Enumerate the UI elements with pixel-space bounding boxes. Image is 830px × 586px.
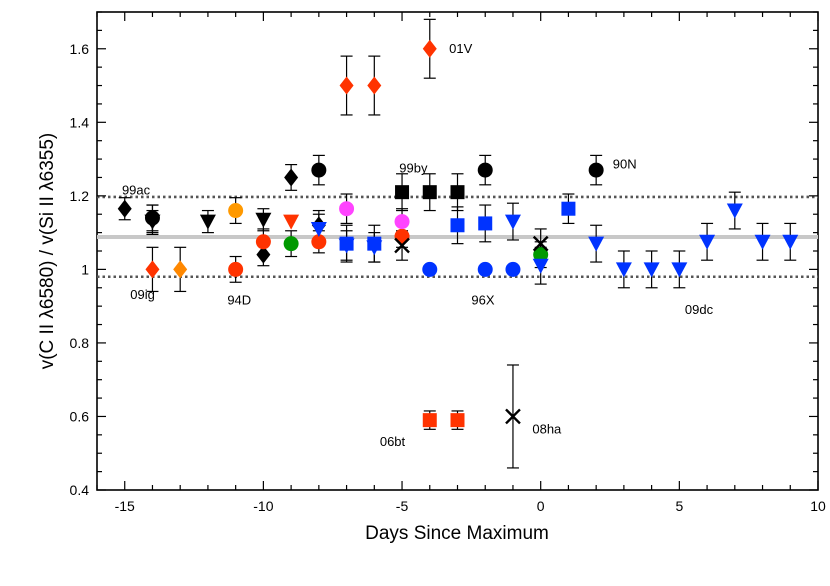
data-point-09dc <box>699 234 716 250</box>
annotation-label: 96X <box>471 293 494 308</box>
y-tick-label: 0.4 <box>70 482 90 498</box>
y-tick-label: 1.2 <box>70 188 90 204</box>
annotations: 01V 99by 90N 99ac 09ig 94D 96X 09dc 06bt 08ha <box>122 41 714 449</box>
data-point-09dc <box>588 236 605 252</box>
data-point-blue-squares <box>561 201 576 216</box>
annotation-label: 06bt <box>380 434 406 449</box>
data-point-99ac <box>284 168 299 187</box>
annotation-label: 08ha <box>532 421 562 436</box>
annotation-label: 90N <box>613 157 637 172</box>
data-point-blue-squares <box>339 236 354 251</box>
x-tick-label: -15 <box>115 498 135 514</box>
data-point-09dc <box>504 214 521 230</box>
data-point-96X <box>477 261 493 277</box>
data-point-09dc <box>754 234 771 250</box>
x-tick-label: -10 <box>253 498 273 514</box>
y-tick-label: 1 <box>81 261 89 277</box>
data-point-blue-squares <box>478 216 493 231</box>
data-point-blue-squares <box>450 218 465 233</box>
data-point-black-circles <box>477 162 493 178</box>
data-point-magenta-circles <box>339 201 355 217</box>
data-point-01V <box>339 76 354 95</box>
data-point-99ac <box>117 199 132 218</box>
x-axis: -15 -10 -5 0 5 10 <box>96 12 826 514</box>
annotation-label: 94D <box>227 293 251 308</box>
annotation-label: 99by <box>399 160 428 175</box>
data-point-94D <box>311 234 327 250</box>
y-tick-label: 1.6 <box>70 41 90 57</box>
data-point-green-circles <box>283 236 299 252</box>
x-tick-label: 5 <box>675 498 683 514</box>
x-tick-label: -5 <box>396 498 409 514</box>
data-point-09dc <box>310 221 327 237</box>
x-axis-title: Days Since Maximum <box>365 523 549 544</box>
data-point-09dc <box>532 258 549 274</box>
annotation-label: 09dc <box>685 302 714 317</box>
data-point-black-triangles <box>144 214 161 230</box>
data-point-01V <box>367 76 382 95</box>
data-point-orange-circle <box>228 203 244 219</box>
annotation-label: 09ig <box>130 287 155 302</box>
plot-frame <box>96 11 819 491</box>
y-axis: 0.4 0.6 0.8 1 1.2 1.4 1.6 <box>70 11 818 498</box>
y-axis-title: v(C II λ6580) / v(Si II λ6355) <box>37 133 58 370</box>
data-point-08ha <box>394 237 410 254</box>
data-markers <box>117 39 799 428</box>
data-point-09ig-b <box>173 260 188 279</box>
data-point-09dc <box>726 203 743 219</box>
data-point-94D <box>228 261 244 277</box>
data-point-green-circles <box>533 247 549 263</box>
plot-background <box>96 11 819 491</box>
data-point-99by <box>450 185 465 200</box>
data-point-96X <box>422 261 438 277</box>
x-tick-label: 10 <box>810 498 826 514</box>
y-tick-label: 0.8 <box>70 335 90 351</box>
data-point-94D <box>255 234 271 250</box>
data-point-09dc <box>671 262 688 278</box>
data-point-96X <box>505 261 521 277</box>
data-point-08ha <box>505 408 521 425</box>
annotation-label: 99ac <box>122 182 151 197</box>
data-point-09dc <box>615 262 632 278</box>
data-point-99ac <box>256 245 271 264</box>
y-tick-label: 1.4 <box>70 114 90 130</box>
data-point-black-circles <box>311 162 327 178</box>
data-point-09dc <box>782 234 799 250</box>
data-point-09ig <box>145 260 160 279</box>
data-point-01V <box>422 39 437 58</box>
data-point-blue-squares <box>367 236 382 251</box>
annotation-label: 01V <box>449 41 472 56</box>
data-point-09dc <box>643 262 660 278</box>
y-tick-label: 0.6 <box>70 408 90 424</box>
data-point-red-triangle <box>283 214 300 230</box>
data-point-black-circles <box>588 162 604 178</box>
data-point-06bt <box>422 413 437 428</box>
x-tick-label: 0 <box>537 498 545 514</box>
data-point-06bt <box>450 413 465 428</box>
data-point-99by <box>395 185 410 200</box>
data-point-black-triangles <box>199 214 216 230</box>
data-point-magenta-circles <box>394 214 410 230</box>
data-point-black-triangles <box>255 212 272 228</box>
data-point-99by <box>422 185 437 200</box>
data-point-08ha <box>532 235 549 252</box>
